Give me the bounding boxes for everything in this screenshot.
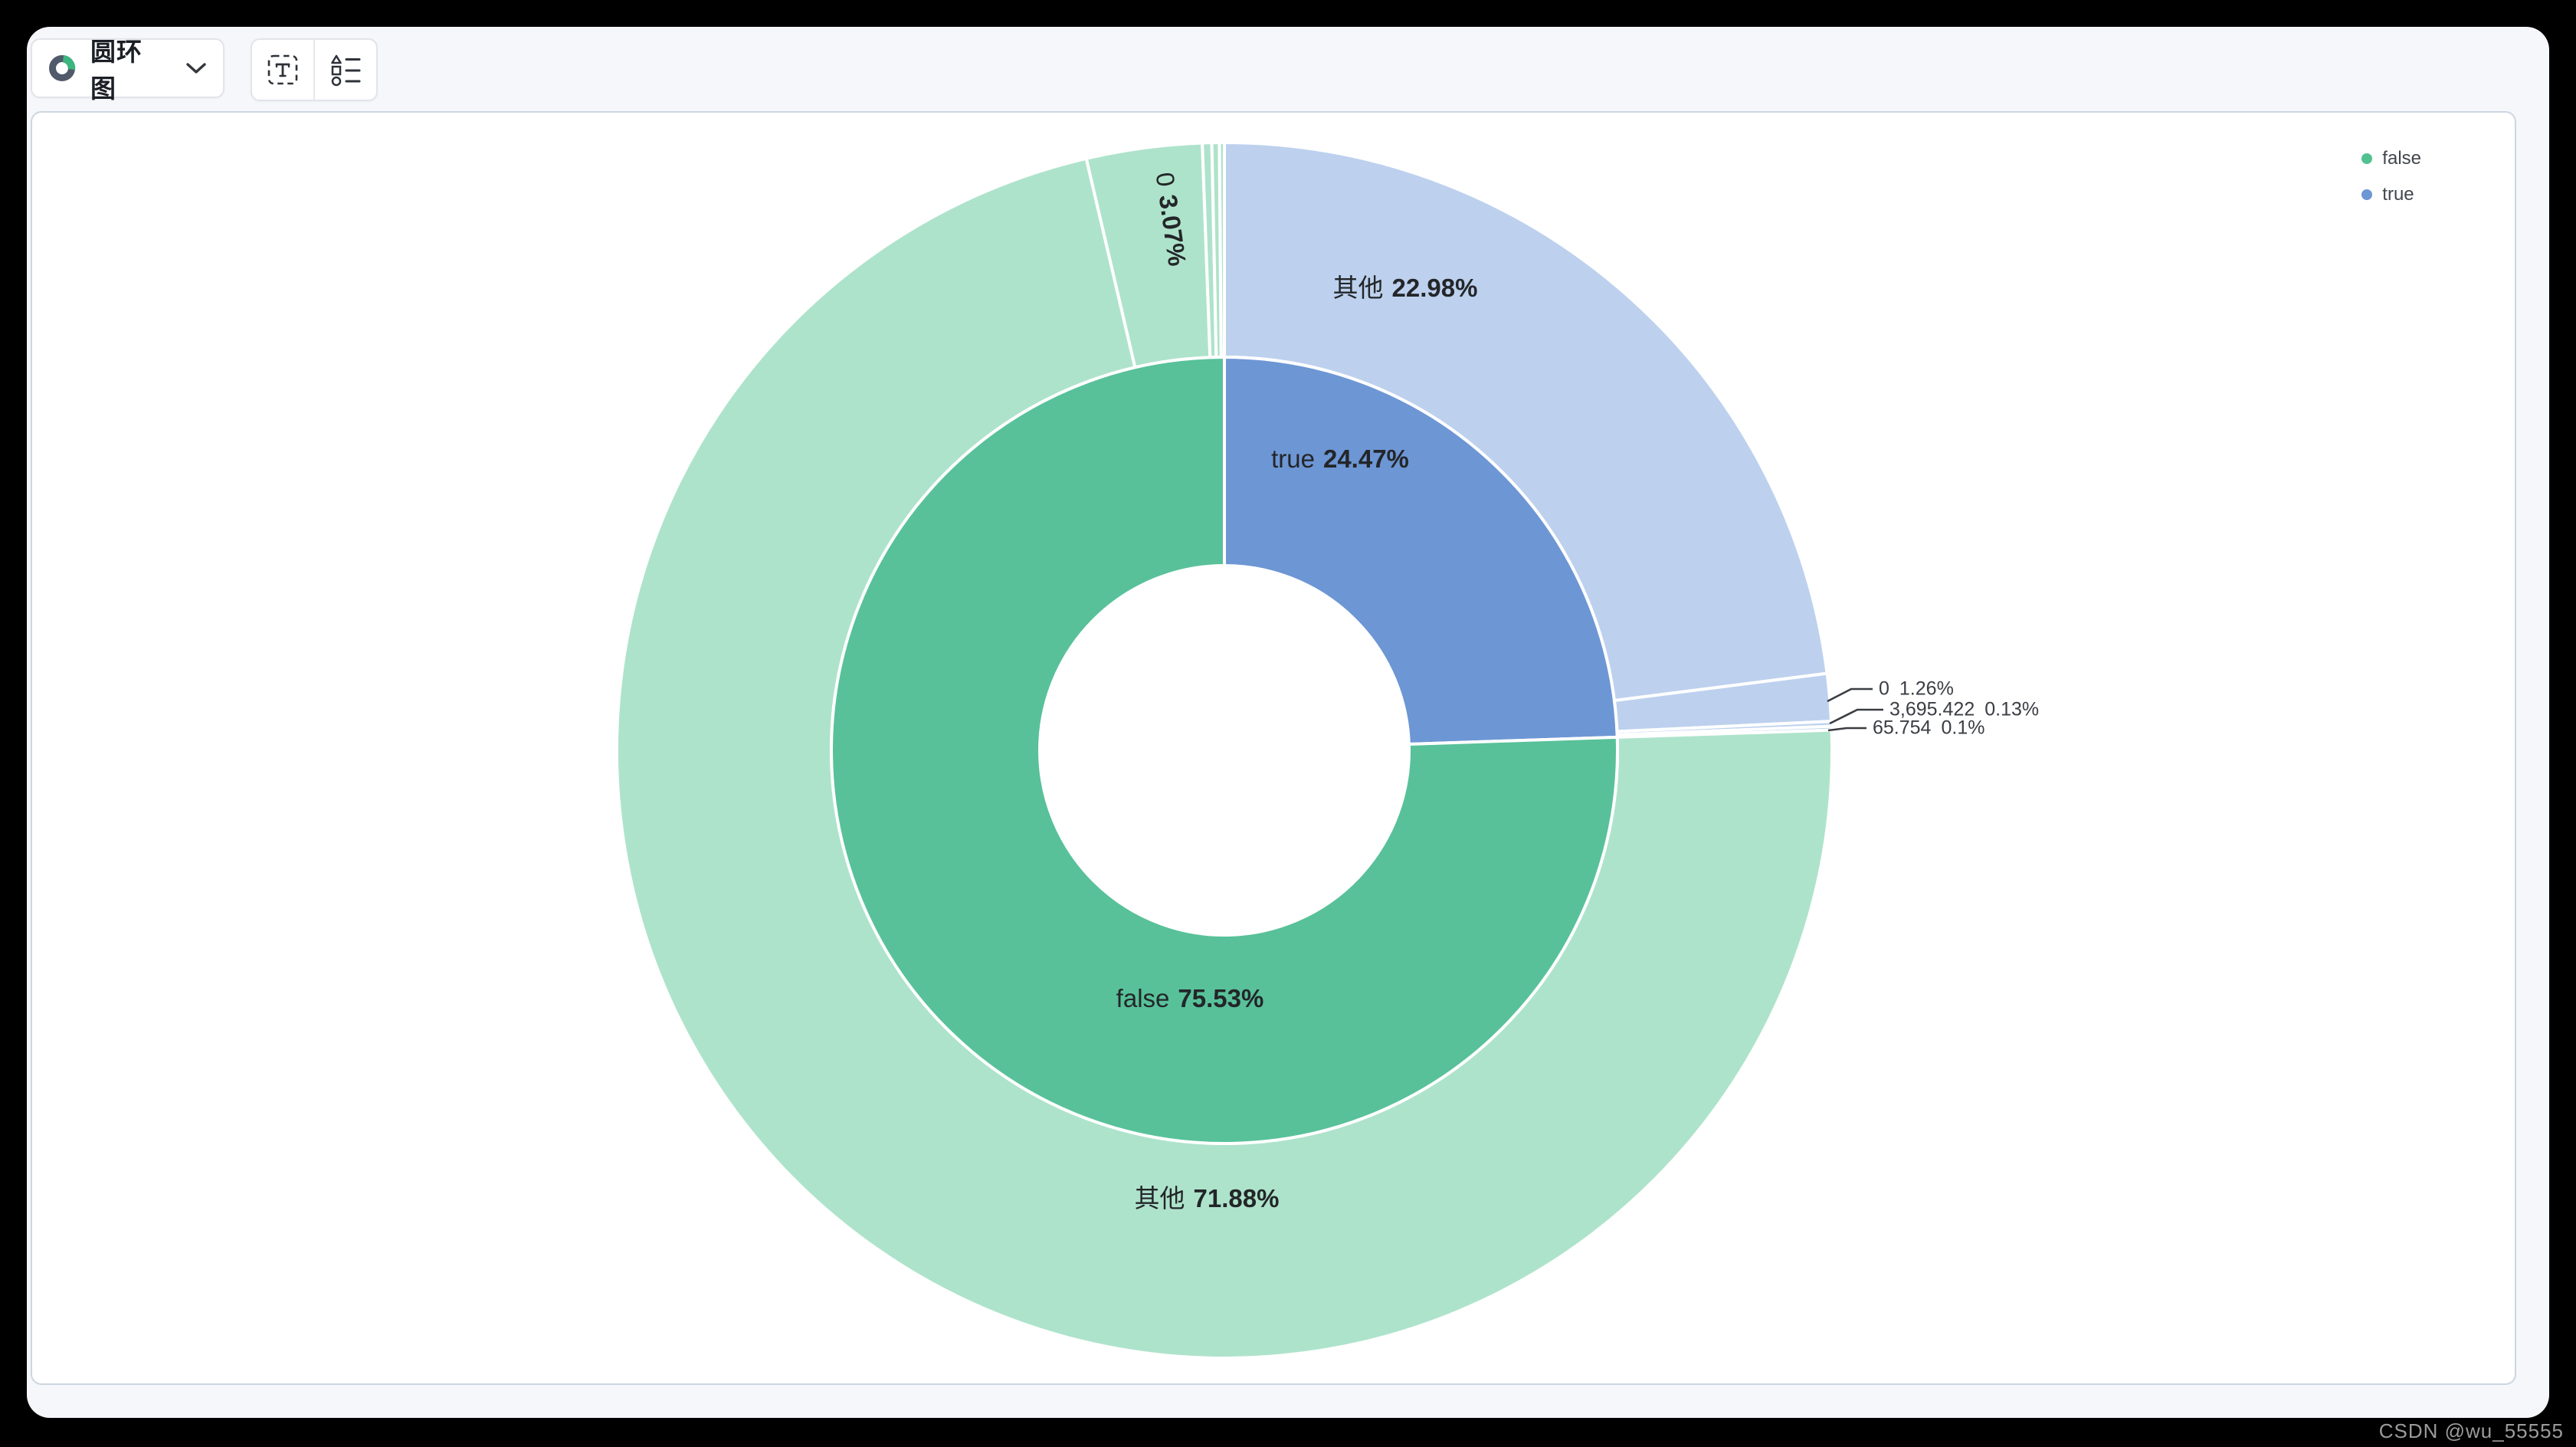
legend-label: true: [2382, 184, 2414, 205]
legend-item-true[interactable]: true: [2361, 184, 2421, 205]
legend-dot-icon: [2361, 189, 2373, 200]
legend-dot-icon: [2361, 153, 2373, 164]
pie-slice-inner-0[interactable]: [1223, 356, 1619, 746]
pie-slice-inner-1[interactable]: [830, 356, 1620, 1145]
chart-panel: 其他 22.98% true 24.47% 0 3.07% false 75.53% 其他 71.…: [31, 111, 2516, 1385]
chart-type-dropdown[interactable]: 圆环图: [31, 38, 224, 103]
leader-line-1: [1829, 708, 1883, 725]
watermark: CSDN @wu_55555: [2378, 1419, 2564, 1442]
leader-line-0: [1827, 687, 1873, 703]
donut-chart-icon: [48, 54, 77, 83]
text-style-button[interactable]: [252, 40, 315, 100]
legend-item-false[interactable]: false: [2361, 148, 2421, 169]
text-selection-icon: [267, 54, 299, 86]
toolbar-button-group: [251, 38, 378, 101]
legend: false true: [2361, 148, 2421, 205]
app-window: 圆环图: [27, 27, 2549, 1418]
field-list-icon: [328, 52, 363, 87]
field-list-button[interactable]: [315, 40, 376, 100]
toolbar: 圆环图: [27, 27, 2549, 111]
chart-type-label: 圆环图: [90, 38, 143, 103]
legend-label: false: [2382, 148, 2421, 169]
pie-slice-outer-8[interactable]: [1218, 141, 1226, 359]
chevron-down-icon: [185, 61, 208, 76]
donut-chart[interactable]: [32, 113, 2515, 1383]
leader-line-2: [1827, 727, 1866, 732]
